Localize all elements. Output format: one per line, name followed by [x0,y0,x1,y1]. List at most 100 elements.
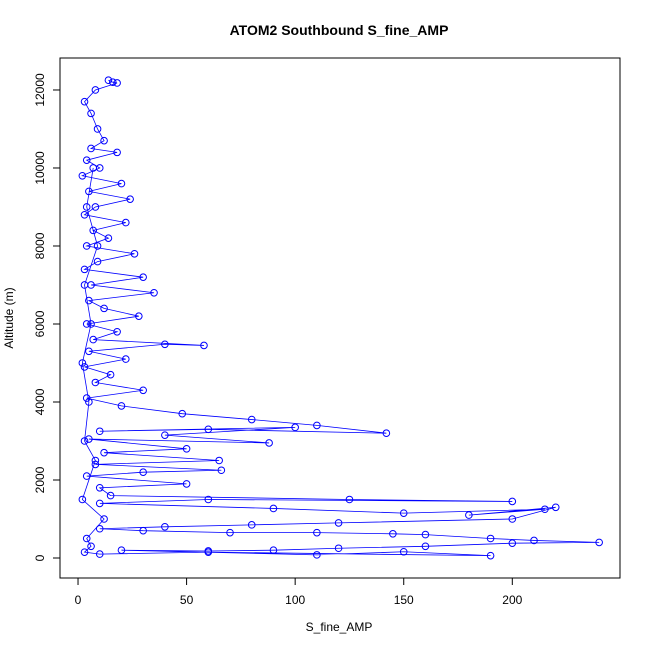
data-point [82,156,91,164]
data-point [182,480,191,488]
data-point [82,394,91,402]
data-point [113,327,121,336]
data-point [204,495,213,504]
data-point [465,511,473,519]
y-tick-label: 12000 [33,73,47,107]
data-point [247,415,256,424]
data-point [95,550,104,558]
data-point [130,249,139,258]
data-point [334,544,343,553]
data-point [95,524,104,533]
data-point [82,242,91,250]
data-point [85,347,93,356]
data-point [215,456,223,465]
data-point [421,530,430,539]
data-point [121,218,130,227]
data-point [345,495,354,504]
data-point [161,340,169,349]
data-point [161,522,169,531]
data-point [139,386,147,395]
data-point [82,320,91,328]
data-point [551,503,560,512]
data-point [139,273,147,281]
data-point [80,363,89,371]
data-point [80,210,89,219]
plot-frame [59,57,621,579]
data-point [150,288,158,297]
data-point [117,546,126,554]
data-point [200,341,208,350]
data-point [80,548,89,556]
data-point [87,542,95,551]
y-tick-label: 6000 [33,310,47,337]
data-point [399,509,408,517]
data-point [313,551,321,559]
data-point [93,125,102,133]
data-point [139,468,147,476]
data-point [95,499,104,508]
y-tick-label: 2000 [33,466,47,493]
data-point [382,429,391,437]
y-tick-label: 0 [33,554,47,561]
data-point [106,491,115,500]
y-tick-label: 10000 [33,151,47,185]
data-point [486,534,495,543]
data-point [126,195,134,203]
data-point [91,460,100,469]
data-point [80,265,89,274]
data-point [91,456,100,465]
data-point [226,528,234,537]
data-point [78,359,87,367]
y-tick-label: 4000 [33,388,47,415]
data-point [113,148,121,157]
data-point [104,234,113,242]
data-point [108,78,117,86]
data-point [89,164,98,172]
data-point [80,97,89,106]
data-point [100,136,108,145]
data-point [80,437,89,445]
data-point [93,257,102,266]
data-point [265,439,273,447]
data-point [508,515,517,523]
data-point [508,539,517,547]
data-point [334,519,343,527]
data-point [113,79,121,87]
data-point [100,515,108,523]
data-point [269,504,278,513]
x-tick-label: 100 [285,593,305,607]
data-point [91,86,100,94]
chart-title: ATOM2 Southbound S_fine_AMP [230,22,449,38]
data-point [91,203,100,211]
data-point [178,409,187,418]
data-point [117,179,126,188]
data-point [95,483,104,492]
data-point [78,171,87,180]
data-point [87,144,95,153]
data-point [486,551,495,560]
data-point [106,370,115,379]
x-axis-label: S_fine_AMP [306,620,373,634]
data-point [421,542,430,551]
data-point [93,242,102,250]
data-point [91,378,100,387]
data-point [121,355,130,363]
data-point [182,444,191,453]
data-point [85,398,93,406]
data-point [530,536,538,545]
data-point [82,534,91,543]
data-point [313,528,321,537]
x-tick-label: 0 [75,593,82,607]
data-point [595,538,603,547]
data-point [82,472,91,480]
data-point [89,226,98,235]
data-point [80,281,89,289]
data-point [269,546,278,554]
data-point [85,296,93,305]
data-point [204,425,213,434]
data-point [247,521,256,529]
data-point [217,466,226,475]
data-point [161,431,169,439]
